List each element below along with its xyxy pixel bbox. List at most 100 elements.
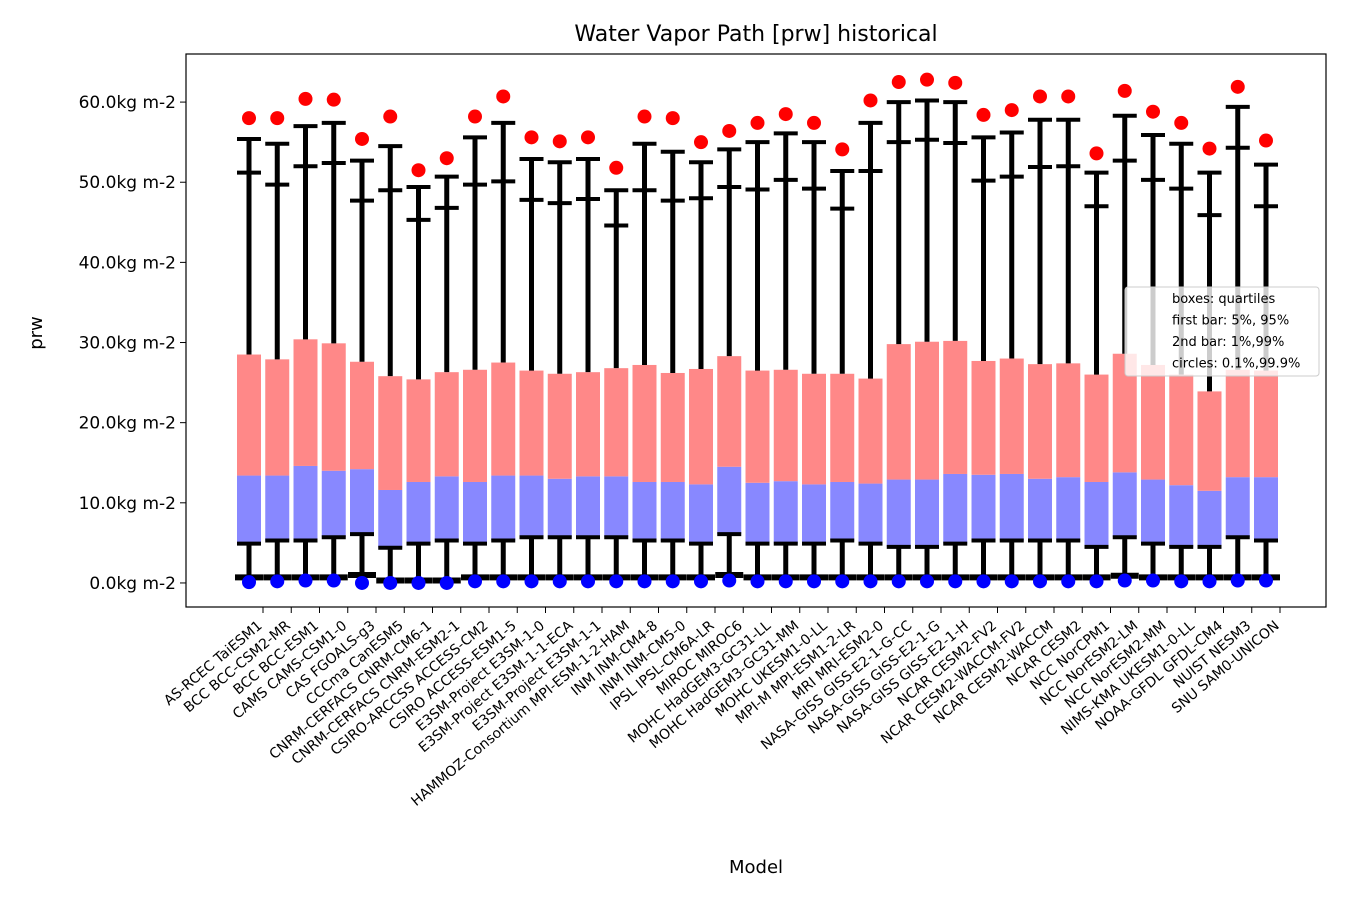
box-lower-quartile <box>463 481 487 544</box>
box-lower-quartile <box>971 474 996 541</box>
circle-p99-9 <box>524 130 539 145</box>
circle-p99-9 <box>1259 133 1273 148</box>
legend-entry: boxes: quartiles <box>1172 292 1276 307</box>
legend-entry: circles: 0.1%,99.9% <box>1172 357 1300 372</box>
circle-p0-1 <box>835 574 850 589</box>
box-upper-quartile <box>915 341 939 480</box>
legend: boxes: quartiles first bar: 5%, 95% 2nd ba… <box>1124 286 1320 377</box>
y-tick-label: 0.0kg m-2 <box>89 574 176 594</box>
circle-p99-9 <box>637 109 652 124</box>
box-lower-quartile <box>604 476 629 538</box>
circle-p99-9 <box>1089 146 1104 161</box>
box-upper-quartile <box>1225 369 1250 478</box>
box-lower-quartile <box>1197 490 1222 547</box>
box-upper-quartile <box>1056 363 1081 478</box>
circle-p99-9 <box>609 160 624 175</box>
box-lower-quartile <box>576 476 600 538</box>
circle-p0-1 <box>1061 574 1076 589</box>
circle-p0-1 <box>694 574 708 589</box>
box-upper-quartile <box>660 372 685 482</box>
box-lower-quartile <box>519 475 544 538</box>
y-tick-label: 60.0kg m-2 <box>79 93 176 113</box>
box-lower-quartile <box>547 478 572 538</box>
circle-p0-1 <box>722 573 737 588</box>
circle-p0-1 <box>1117 573 1132 588</box>
circle-p0-1 <box>552 574 567 589</box>
circle-p99-9 <box>552 134 567 149</box>
box-upper-quartile <box>576 372 600 477</box>
box-upper-quartile <box>463 369 487 482</box>
axes-frame <box>185 53 1327 608</box>
circle-p99-9 <box>948 75 963 90</box>
circle-p99-9 <box>1202 141 1217 156</box>
circle-p0-1 <box>1004 574 1019 589</box>
circle-p0-1 <box>383 575 398 590</box>
circle-p99-9 <box>439 151 454 166</box>
box-lower-quartile <box>321 470 346 538</box>
circle-p0-1 <box>411 575 426 590</box>
circle-p0-1 <box>524 574 539 589</box>
box-lower-quartile <box>943 473 968 544</box>
box-lower-quartile <box>773 481 798 544</box>
circle-p0-1 <box>807 574 821 589</box>
circle-p0-1 <box>1202 574 1217 589</box>
box-upper-quartile <box>745 370 770 483</box>
box-lower-quartile <box>1169 485 1194 547</box>
circle-p0-1 <box>976 574 991 589</box>
circle-p0-1 <box>1230 573 1245 588</box>
box-upper-quartile <box>265 359 290 476</box>
box-lower-quartile <box>717 466 742 535</box>
y-tick-label: 20.0kg m-2 <box>79 414 176 434</box>
box-lower-quartile <box>491 475 516 541</box>
box-lower-quartile <box>886 479 911 547</box>
box-lower-quartile <box>350 469 374 535</box>
circle-p99-9 <box>863 93 878 108</box>
circle-p0-1 <box>355 575 369 590</box>
box-lower-quartile <box>434 476 459 541</box>
box-upper-quartile <box>1254 370 1278 478</box>
box-lower-quartile <box>265 475 290 541</box>
chart-title: Water Vapor Path [prw] historical <box>574 22 937 47</box>
box-upper-quartile <box>1197 391 1222 491</box>
circle-p0-1 <box>270 574 285 589</box>
circle-p0-1 <box>891 574 906 589</box>
box-upper-quartile <box>434 372 459 477</box>
box-lower-quartile <box>1112 472 1137 538</box>
circle-p99-9 <box>326 92 341 107</box>
circle-p99-9 <box>1061 89 1076 104</box>
box-upper-quartile <box>632 364 657 482</box>
y-tick-label: 50.0kg m-2 <box>79 173 176 193</box>
circle-p0-1 <box>609 574 624 589</box>
circle-p99-9 <box>750 115 765 130</box>
circle-p99-9 <box>976 107 991 122</box>
circle-p0-1 <box>1259 573 1273 588</box>
box-upper-quartile <box>1084 374 1109 482</box>
box-upper-quartile <box>830 373 855 482</box>
circle-p99-9 <box>411 163 426 178</box>
circle-p99-9 <box>891 75 906 90</box>
circle-p0-1 <box>863 574 878 589</box>
box-lower-quartile <box>1225 477 1250 538</box>
circle-p99-9 <box>1117 83 1132 98</box>
circle-p99-9 <box>1230 79 1245 94</box>
box-upper-quartile <box>858 378 883 484</box>
box-upper-quartile <box>491 362 516 476</box>
circle-p99-9 <box>1033 89 1047 104</box>
box-upper-quartile <box>802 373 826 485</box>
circle-p0-1 <box>468 574 482 589</box>
y-tick-label: 10.0kg m-2 <box>79 494 176 514</box>
box-lower-quartile <box>1084 481 1109 547</box>
box-upper-quartile <box>547 373 572 479</box>
box-lower-quartile <box>378 489 403 548</box>
box-upper-quartile <box>237 354 261 476</box>
circle-p99-9 <box>835 142 850 157</box>
circle-p99-9 <box>807 115 821 130</box>
y-tick-label: 40.0kg m-2 <box>79 253 176 273</box>
circle-p0-1 <box>750 574 765 589</box>
circle-p99-9 <box>722 123 737 138</box>
circle-p0-1 <box>1089 574 1104 589</box>
circle-p99-9 <box>581 130 595 145</box>
circle-p99-9 <box>355 131 369 146</box>
x-axis-label: Model <box>729 857 783 878</box>
circle-p0-1 <box>637 574 652 589</box>
